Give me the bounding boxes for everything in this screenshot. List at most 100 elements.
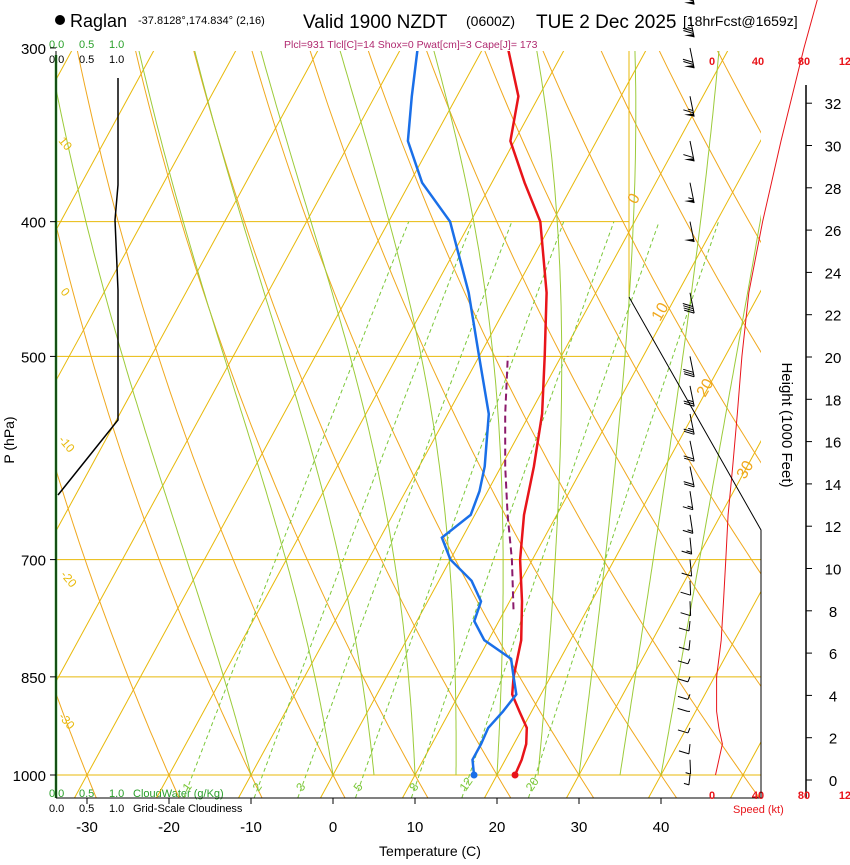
wind-barb-flag: [684, 199, 695, 204]
pressure-axis-ticks: 2503004005007008501000: [13, 41, 56, 785]
height-tick-label: 8: [829, 604, 837, 621]
cloud-scale-bottom: 0.00.00.50.51.01.0: [49, 788, 124, 815]
wind-barb-full: [682, 302, 693, 307]
wind-barb-shaft: [688, 774, 691, 785]
wind-barb-half: [688, 197, 694, 200]
wind-barb-shaft: [689, 759, 692, 775]
wind-barb: [684, 0, 695, 5]
cloudwater-scale-tick: 1.0: [109, 788, 124, 800]
wind-barb-shaft: [689, 47, 695, 69]
wind-barb-shaft: [689, 292, 695, 314]
cloudiness-scale-tick: 1.0: [109, 803, 124, 815]
moist-adiabat-15: [339, 51, 457, 775]
height-axis-label: Height (1000 Feet): [778, 362, 795, 487]
sounding-profiles: [406, 51, 548, 779]
cloudwater-line: [54, 55, 119, 798]
p-tick-label: 1000: [13, 768, 46, 785]
height-tick-label: 14: [825, 477, 842, 494]
x-tick-label: 10: [407, 819, 424, 836]
wind-barb: [677, 676, 691, 683]
wind-barb-full: [683, 400, 694, 405]
wind-barb: [684, 182, 695, 204]
wind-barb-full: [678, 646, 690, 651]
isotherm-30: [565, 440, 761, 798]
wind-barb: [682, 292, 695, 314]
wind-barb: [683, 466, 695, 488]
wind-barb-flag: [684, 238, 695, 243]
height-tick-label: 28: [825, 181, 842, 198]
wind-barb-shaft: [689, 491, 694, 510]
wind-barb: [682, 514, 694, 534]
wind-barb-half: [687, 529, 693, 532]
p-tick-label: 300: [21, 41, 46, 58]
dry-adiabat-0: [76, 51, 346, 798]
height-tick-label: 26: [825, 223, 842, 240]
wind-barb-full: [684, 402, 695, 407]
cloudwater-label: CloudWater (g/Kg): [133, 788, 224, 800]
wind-barb-full: [677, 707, 688, 712]
dry-adiabat-label: 10: [649, 300, 673, 324]
cloudiness-profile: [57, 78, 119, 496]
wind-barb-flag: [684, 34, 695, 38]
speed-tick-bottom: 120: [839, 790, 850, 802]
isotherm-20: [483, 289, 761, 798]
moist-adiabat-5: [194, 51, 375, 776]
wind-barb-full: [677, 678, 689, 683]
wind-barb-full: [682, 529, 693, 534]
wind-barb-full: [680, 591, 691, 596]
wind-barb-full: [680, 612, 691, 617]
mixing-ratio-label: 2: [250, 780, 265, 794]
barb-area-border: [628, 296, 762, 798]
forecast-info: [18hrFcst@1659z]: [683, 13, 798, 29]
wind-barb-full: [683, 109, 694, 114]
wind-barb: [683, 774, 691, 786]
moist-adiabats: [56, 51, 761, 776]
wind-barb-shaft: [689, 140, 695, 162]
x-tick-label: 30: [571, 819, 588, 836]
wind-barb-full: [678, 627, 690, 632]
dry-adiabat-50: [367, 51, 761, 798]
wind-barb-full: [684, 483, 695, 488]
wind-barb-full: [678, 750, 690, 755]
wind-barb: [677, 707, 690, 712]
x-tick-label: -10: [240, 819, 262, 836]
cloud-scale-top: 0.00.00.50.51.01.0: [49, 39, 124, 66]
parcel-parameters: Plcl=931 Tlcl[C]=14 Shox=0 Pwat[cm]=3 Ca…: [284, 39, 538, 51]
p-tick-label: 500: [21, 349, 46, 366]
wind-barb-full: [683, 154, 694, 159]
wind-barb-shaft: [689, 385, 695, 407]
height-speed-curve: [715, 0, 818, 776]
dry-adiabat--40: [0, 0, 16, 805]
moist-adiabat-30: [578, 51, 637, 776]
moist-adiabat-label: 0: [58, 285, 73, 299]
wind-barb-full: [681, 572, 692, 577]
location-name: Raglan: [70, 11, 127, 31]
wind-barb-shaft: [689, 514, 694, 534]
dry-adiabat-30: [251, 51, 595, 798]
isotherms: [56, 51, 761, 798]
wind-barb-flag: [684, 158, 695, 162]
wind-barb-full: [683, 368, 694, 373]
isotherm--70: [56, 51, 155, 232]
cloudwater-scale-tick: 0.5: [79, 39, 94, 51]
wind-barb-full: [688, 0, 694, 2]
wind-barb-shaft: [689, 16, 695, 38]
wind-barb: [685, 759, 692, 775]
height-tick-label: 30: [825, 139, 842, 156]
wind-barb-full: [684, 430, 695, 435]
isotherm--50: [56, 51, 319, 533]
cloudwater-scale-tick: 0.5: [79, 788, 94, 800]
wind-barb-full: [683, 307, 694, 312]
x-tick-label: 0: [329, 819, 337, 836]
wind-barb: [678, 640, 691, 651]
wind-barb: [683, 96, 695, 117]
mixing-ratio-12: [461, 221, 660, 798]
temperature-profile: [507, 51, 548, 776]
wind-barb-flag: [684, 1, 695, 5]
x-axis-label: Temperature (C): [379, 843, 481, 859]
wind-barb-full: [683, 481, 694, 486]
wind-barb: [677, 658, 691, 665]
p-tick-label: 850: [21, 670, 46, 687]
